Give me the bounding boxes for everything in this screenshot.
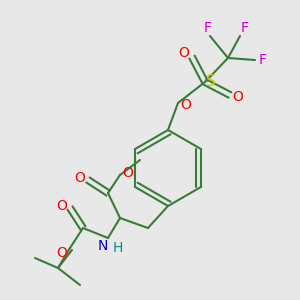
Text: F: F [259, 53, 267, 67]
Text: F: F [241, 21, 249, 35]
Text: O: O [232, 90, 243, 104]
Text: O: O [57, 246, 68, 260]
Text: O: O [75, 171, 86, 185]
Text: O: O [123, 166, 134, 180]
Text: S: S [206, 74, 216, 89]
Text: F: F [204, 21, 212, 35]
Text: O: O [181, 98, 191, 112]
Text: O: O [57, 199, 68, 213]
Text: N: N [98, 239, 108, 253]
Text: H: H [113, 241, 123, 255]
Text: O: O [178, 46, 189, 60]
